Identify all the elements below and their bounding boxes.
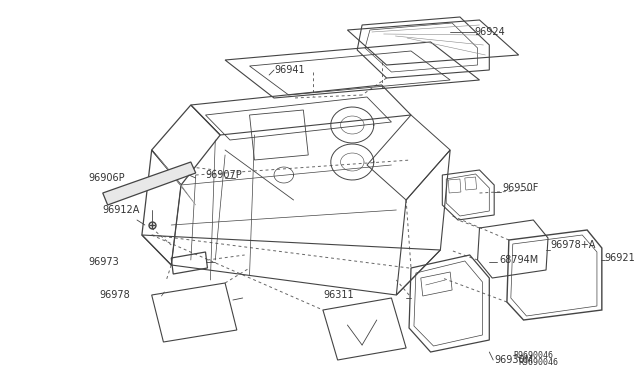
Text: R9690046: R9690046 [514, 350, 554, 359]
Text: 96973: 96973 [88, 257, 119, 267]
Text: 96978: 96978 [100, 290, 131, 300]
Text: 96907P: 96907P [205, 170, 243, 180]
Polygon shape [103, 162, 196, 205]
Text: 96924: 96924 [475, 27, 506, 37]
Text: 96930M: 96930M [494, 355, 533, 365]
Text: 96941: 96941 [274, 65, 305, 75]
Text: 68794M: 68794M [499, 255, 538, 265]
Text: 96921: 96921 [605, 253, 636, 263]
Text: 96978+A: 96978+A [550, 240, 595, 250]
Text: 96912A: 96912A [103, 205, 140, 215]
Text: 96950F: 96950F [502, 183, 538, 193]
Text: 96311: 96311 [323, 290, 353, 300]
Text: R9690046: R9690046 [518, 358, 559, 367]
Text: 96906P: 96906P [88, 173, 125, 183]
